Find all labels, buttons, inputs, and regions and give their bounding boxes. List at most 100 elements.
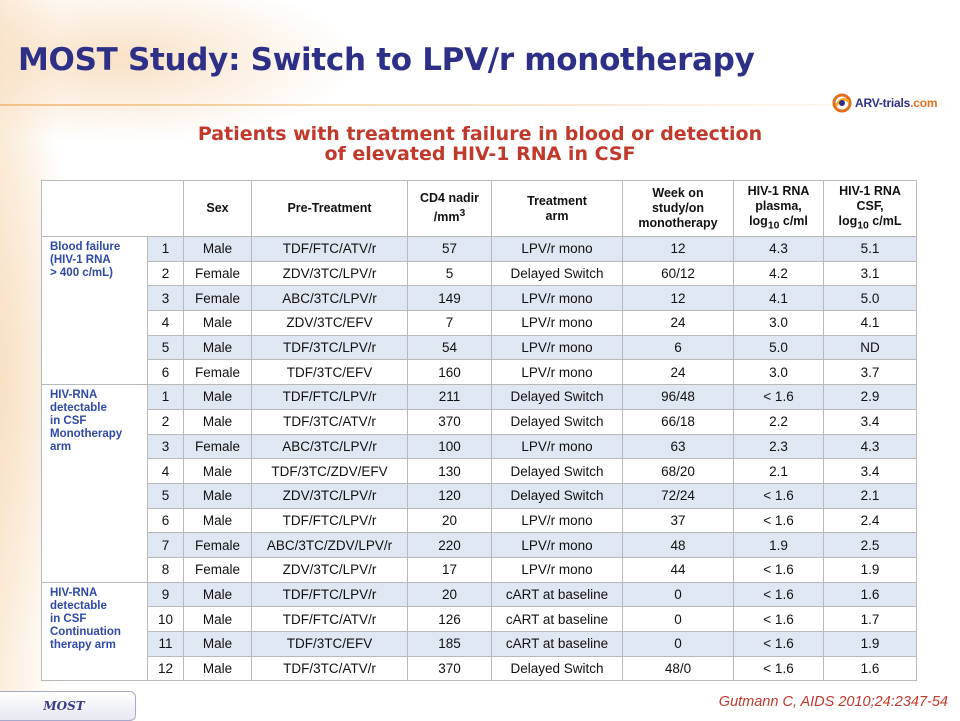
cell-sex: Female xyxy=(183,433,252,460)
cell-week-on-study: 12 xyxy=(622,236,734,262)
cell-sex: Female xyxy=(183,285,252,312)
cell-cd4-nadir: 149 xyxy=(407,285,492,312)
cell-pre-treatment: TDF/3TC/ATV/r xyxy=(251,655,408,682)
cell-week-on-study: 48 xyxy=(622,532,734,558)
cell-plasma-rna: 2.3 xyxy=(733,433,824,460)
cell-plasma-rna: 2.1 xyxy=(733,458,824,484)
header-blank xyxy=(41,180,184,237)
cell-sex: Male xyxy=(183,236,252,262)
cell-cd4-nadir: 57 xyxy=(407,236,492,262)
header-sex: Sex xyxy=(183,180,252,237)
cell-week-on-study: 37 xyxy=(622,507,734,534)
cell-pre-treatment: TDF/FTC/LPV/r xyxy=(251,581,408,608)
cell-week-on-study: 12 xyxy=(622,285,734,312)
cell-cd4-nadir: 126 xyxy=(407,606,492,632)
cell-treatment-arm: Delayed Switch xyxy=(491,655,623,682)
cell-sex: Male xyxy=(183,384,252,410)
cell-csf-rna: 3.1 xyxy=(823,260,917,287)
table-row: 3 Female ABC/3TC/LPV/r 100 LPV/r mono 63 2.3 4.… xyxy=(42,433,917,460)
cell-treatment-arm: LPV/r mono xyxy=(491,433,623,460)
cell-week-on-study: 0 xyxy=(622,631,734,657)
cell-patient-number: 1 xyxy=(147,384,184,410)
cell-plasma-rna: < 1.6 xyxy=(733,556,824,583)
cell-treatment-arm: LPV/r mono xyxy=(491,285,623,312)
cell-treatment-arm: LPV/r mono xyxy=(491,310,623,336)
slide-subtitle: Patients with treatment failure in blood… xyxy=(100,124,860,164)
cell-patient-number: 3 xyxy=(147,433,184,460)
cell-treatment-arm: LPV/r mono xyxy=(491,507,623,534)
cell-week-on-study: 44 xyxy=(622,556,734,583)
cell-pre-treatment: ABC/3TC/ZDV/LPV/r xyxy=(251,532,408,558)
cell-plasma-rna: 5.0 xyxy=(733,334,824,361)
table-row: 11 Male TDF/3TC/EFV 185 cART at baseline 0 < 1… xyxy=(42,631,917,657)
header-pretreatment: Pre-Treatment xyxy=(251,180,408,237)
cell-csf-rna: 2.9 xyxy=(823,384,917,410)
cell-pre-treatment: ZDV/3TC/LPV/r xyxy=(251,482,408,509)
logo-brand: ARV-trials xyxy=(855,96,911,110)
table-row: 4 Male TDF/3TC/ZDV/EFV 130 Delayed Switch 68/… xyxy=(42,458,917,484)
group-label: HIV-RNA detectable in CSF Continuation t… xyxy=(41,581,148,682)
cell-patient-number: 4 xyxy=(147,458,184,484)
cell-patient-number: 11 xyxy=(147,631,184,657)
header-week: Week on study/on monotherapy xyxy=(622,180,734,237)
cell-csf-rna: 3.7 xyxy=(823,359,917,386)
table-row: 2 Male TDF/3TC/ATV/r 370 Delayed Switch 66/18… xyxy=(42,408,917,435)
logo-domain: .com xyxy=(910,96,938,110)
table-row: Blood failure (HIV-1 RNA > 400 c/mL) 1 Mal… xyxy=(41,235,917,386)
cell-cd4-nadir: 7 xyxy=(407,310,492,336)
table-row: 2 Female ZDV/3TC/LPV/r 5 Delayed Switch 60/12… xyxy=(42,260,917,287)
cell-csf-rna: 5.1 xyxy=(823,236,917,262)
cell-treatment-arm: cART at baseline xyxy=(491,606,623,632)
cell-patient-number: 8 xyxy=(147,556,184,583)
footer-tab-label: MOST xyxy=(43,699,85,713)
cell-patient-number: 3 xyxy=(147,285,184,312)
cell-pre-treatment: ABC/3TC/LPV/r xyxy=(251,433,408,460)
cell-patient-number: 5 xyxy=(147,482,184,509)
table-row: 10 Male TDF/FTC/ATV/r 126 cART at baseline 0 <… xyxy=(42,606,917,632)
group-label: HIV-RNA detectable in CSF Monotherapy ar… xyxy=(41,384,148,583)
cell-patient-number: 4 xyxy=(147,310,184,336)
cell-csf-rna: 4.3 xyxy=(823,433,917,460)
cell-csf-rna: 1.6 xyxy=(823,655,917,682)
cell-sex: Male xyxy=(183,482,252,509)
cell-patient-number: 6 xyxy=(147,507,184,534)
cell-treatment-arm: Delayed Switch xyxy=(491,260,623,287)
cell-csf-rna: 2.1 xyxy=(823,482,917,509)
cell-week-on-study: 0 xyxy=(622,581,734,608)
cell-cd4-nadir: 370 xyxy=(407,408,492,435)
cell-cd4-nadir: 100 xyxy=(407,433,492,460)
cell-plasma-rna: < 1.6 xyxy=(733,606,824,632)
cell-plasma-rna: 4.3 xyxy=(733,236,824,262)
header-csf: HIV-1 RNA CSF, log10 c/mL xyxy=(823,180,917,237)
header-plasma: HIV-1 RNA plasma, log10 c/ml xyxy=(733,180,824,237)
cell-sex: Female xyxy=(183,532,252,558)
cell-plasma-rna: 2.2 xyxy=(733,408,824,435)
cell-pre-treatment: TDF/FTC/LPV/r xyxy=(251,507,408,534)
cell-treatment-arm: cART at baseline xyxy=(491,631,623,657)
cell-cd4-nadir: 211 xyxy=(407,384,492,410)
cell-pre-treatment: ZDV/3TC/EFV xyxy=(251,310,408,336)
cell-week-on-study: 48/0 xyxy=(622,655,734,682)
cell-patient-number: 2 xyxy=(147,260,184,287)
cell-plasma-rna: 4.2 xyxy=(733,260,824,287)
cell-plasma-rna: < 1.6 xyxy=(733,384,824,410)
cell-sex: Male xyxy=(183,458,252,484)
cell-pre-treatment: TDF/3TC/ZDV/EFV xyxy=(251,458,408,484)
cell-treatment-arm: LPV/r mono xyxy=(491,556,623,583)
subtitle-line-1: Patients with treatment failure in blood… xyxy=(197,123,763,145)
cell-cd4-nadir: 20 xyxy=(407,507,492,534)
cell-plasma-rna: < 1.6 xyxy=(733,581,824,608)
cell-plasma-rna: 3.0 xyxy=(733,359,824,386)
cell-plasma-rna: < 1.6 xyxy=(733,631,824,657)
slide-title: MOST Study: Switch to LPV/r monotherapy xyxy=(18,42,755,78)
cell-cd4-nadir: 160 xyxy=(407,359,492,386)
cell-cd4-nadir: 220 xyxy=(407,532,492,558)
group-label: Blood failure (HIV-1 RNA > 400 c/mL) xyxy=(41,235,148,386)
cell-treatment-arm: Delayed Switch xyxy=(491,482,623,509)
cell-treatment-arm: LPV/r mono xyxy=(491,236,623,262)
cell-week-on-study: 6 xyxy=(622,334,734,361)
cell-plasma-rna: < 1.6 xyxy=(733,655,824,682)
cell-cd4-nadir: 54 xyxy=(407,334,492,361)
cell-csf-rna: 3.4 xyxy=(823,408,917,435)
cell-week-on-study: 24 xyxy=(622,359,734,386)
